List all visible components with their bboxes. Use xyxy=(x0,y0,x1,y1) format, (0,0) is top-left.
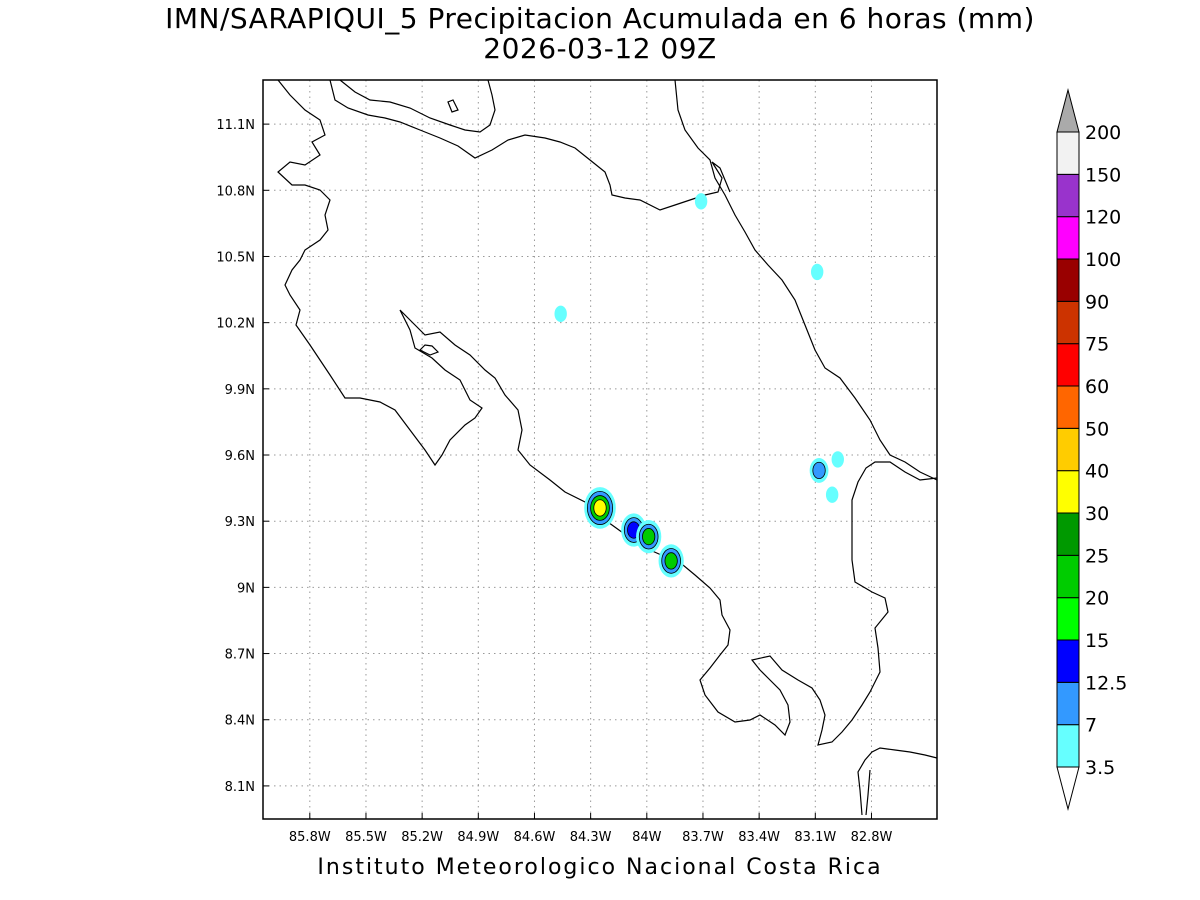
axis-tick-labels: 85.8W 85.5W 85.2W 84.9W 84.6W 84.3W 84W 83.7W 83… xyxy=(216,118,892,845)
lon-tick-label: 84W xyxy=(632,830,662,845)
colorbar-swatch xyxy=(1056,470,1080,514)
colorbar-swatch xyxy=(1056,724,1080,768)
lon-tick-label: 83.4W xyxy=(738,830,780,845)
lat-tick-label: 9.9N xyxy=(225,383,255,398)
footer-credit: Instituto Meteorologico Nacional Costa R… xyxy=(317,855,883,880)
lat-tick-label: 10.2N xyxy=(216,317,255,332)
colorbar-label: 40 xyxy=(1085,461,1109,483)
lon-tick-label: 84.6W xyxy=(514,830,556,845)
colorbar-swatch xyxy=(1056,300,1080,345)
precip-cell xyxy=(554,305,567,323)
colorbar-swatch xyxy=(1056,681,1080,726)
lon-tick-label: 85.5W xyxy=(345,830,387,845)
precip-cell xyxy=(694,193,708,210)
precip-cell xyxy=(809,458,829,483)
colorbar-swatch xyxy=(1056,427,1080,472)
lat-tick-label: 8.4N xyxy=(225,714,255,729)
lon-tick-label: 83.1W xyxy=(794,830,836,845)
colorbar-label: 100 xyxy=(1085,249,1121,271)
precip-contour xyxy=(664,552,678,570)
lat-tick-label: 9.6N xyxy=(225,449,255,464)
colorbar-label: 3.5 xyxy=(1085,757,1115,779)
precip-cell xyxy=(584,487,616,529)
lon-tick-label: 83.7W xyxy=(682,830,724,845)
nicaragua-border xyxy=(277,79,938,746)
lat-tick-label: 10.5N xyxy=(216,250,255,265)
colorbar-label: 200 xyxy=(1085,122,1121,144)
lat-tick-label: 8.7N xyxy=(225,648,255,663)
colorbar-swatch xyxy=(1056,173,1080,218)
colorbar-swatch xyxy=(1056,385,1080,429)
nicoya-island xyxy=(418,344,440,356)
map-frame xyxy=(262,79,938,820)
colorbar-label: 90 xyxy=(1085,291,1109,313)
precip-cell xyxy=(825,486,839,503)
precip-contour xyxy=(593,499,607,517)
map-grid xyxy=(263,80,937,819)
colorbar-label: 50 xyxy=(1085,418,1109,440)
panama-border xyxy=(857,747,938,816)
lake-island xyxy=(447,99,459,113)
caribbean-coast xyxy=(674,79,938,481)
lon-tick-label: 84.3W xyxy=(570,830,612,845)
colorbar-top-triangle xyxy=(1056,88,1080,133)
precip-cell xyxy=(658,544,684,578)
colorbar-swatch xyxy=(1056,512,1080,556)
precip-cell xyxy=(831,451,844,468)
lon-tick-label: 85.2W xyxy=(401,830,443,845)
lat-tick-label: 9.3N xyxy=(225,515,255,530)
lat-tick-label: 10.8N xyxy=(216,184,255,199)
panama-border-2 xyxy=(865,769,871,816)
colorbar-swatch xyxy=(1056,597,1080,641)
colorbar-swatch xyxy=(1056,639,1080,683)
precip-contour xyxy=(810,263,824,281)
colorbar-label: 25 xyxy=(1085,545,1109,567)
colorbar-label: 15 xyxy=(1085,630,1109,652)
lon-tick-label: 82.8W xyxy=(851,830,893,845)
colorbar-label: 12.5 xyxy=(1085,672,1127,694)
map-title: IMN/SARAPIQUI_5 Precipitacion Acumulada … xyxy=(165,2,1035,35)
coastlines xyxy=(277,79,938,816)
colorbar-swatch xyxy=(1056,554,1080,599)
lat-tick-label: 8.1N xyxy=(225,780,255,795)
colorbar-legend: 3.5 7 12.5 15 20 25 30 40 50 60 75 90 100 120 150 200 xyxy=(1056,88,1127,811)
lon-tick-label: 85.8W xyxy=(289,830,331,845)
colorbar-swatch xyxy=(1056,216,1080,260)
precip-contour xyxy=(825,486,839,503)
colorbar-label: 20 xyxy=(1085,588,1109,610)
map-subtitle-date: 2026-03-12 09Z xyxy=(483,32,717,65)
lon-tick-label: 84.9W xyxy=(457,830,499,845)
precipitation-contours xyxy=(554,193,844,578)
colorbar-label: 7 xyxy=(1085,715,1097,737)
precip-contour xyxy=(694,193,708,210)
colorbar-label: 120 xyxy=(1085,207,1121,229)
colorbar-label: 75 xyxy=(1085,334,1109,356)
lake-nicaragua xyxy=(339,79,496,133)
colorbar-swatch xyxy=(1056,131,1080,175)
precip-contour xyxy=(831,451,844,468)
precip-contour xyxy=(812,461,826,480)
precip-cell xyxy=(636,520,662,554)
lat-tick-label: 11.1N xyxy=(216,118,255,133)
lat-tick-label: 9N xyxy=(237,581,255,596)
colorbar-swatch xyxy=(1056,343,1080,387)
colorbar-bottom-triangle xyxy=(1056,766,1080,811)
colorbar-label: 150 xyxy=(1085,164,1121,186)
colorbar-swatch xyxy=(1056,258,1080,302)
precip-contour xyxy=(642,528,656,546)
colorbar-label: 60 xyxy=(1085,376,1109,398)
precip-contour xyxy=(554,305,567,323)
precip-cell xyxy=(810,263,824,281)
colorbar-label: 30 xyxy=(1085,503,1109,525)
